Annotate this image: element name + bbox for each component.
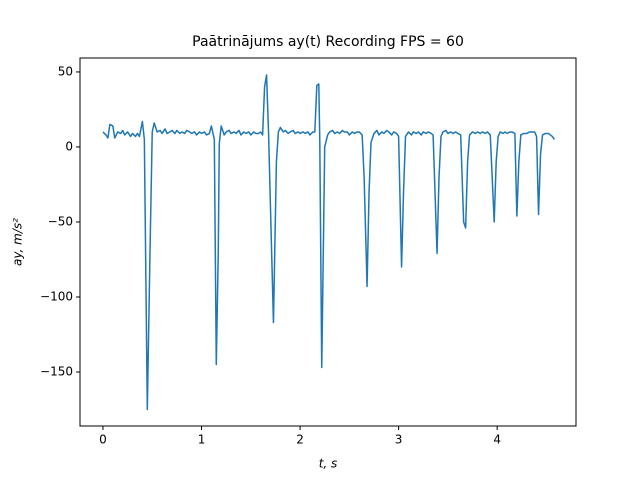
x-tick-label: 0 — [99, 433, 107, 447]
chart-title: Paātrinājums ay(t) Recording FPS = 60 — [192, 34, 464, 50]
x-tick-label: 4 — [493, 433, 501, 447]
data-line — [102, 74, 555, 411]
x-tick-label: 2 — [296, 433, 304, 447]
x-tick-label: 1 — [198, 433, 206, 447]
x-tick-label: 3 — [395, 433, 403, 447]
y-tick-label: −50 — [48, 214, 73, 228]
y-tick-label: −100 — [40, 289, 73, 303]
y-axis-label: ay, m/s² — [11, 218, 25, 266]
plot-frame — [79, 57, 577, 427]
y-tick-label: 50 — [58, 64, 73, 78]
y-tick-label: −150 — [40, 364, 73, 378]
x-axis-label: t, s — [319, 457, 338, 471]
y-tick-label: 0 — [65, 139, 73, 153]
